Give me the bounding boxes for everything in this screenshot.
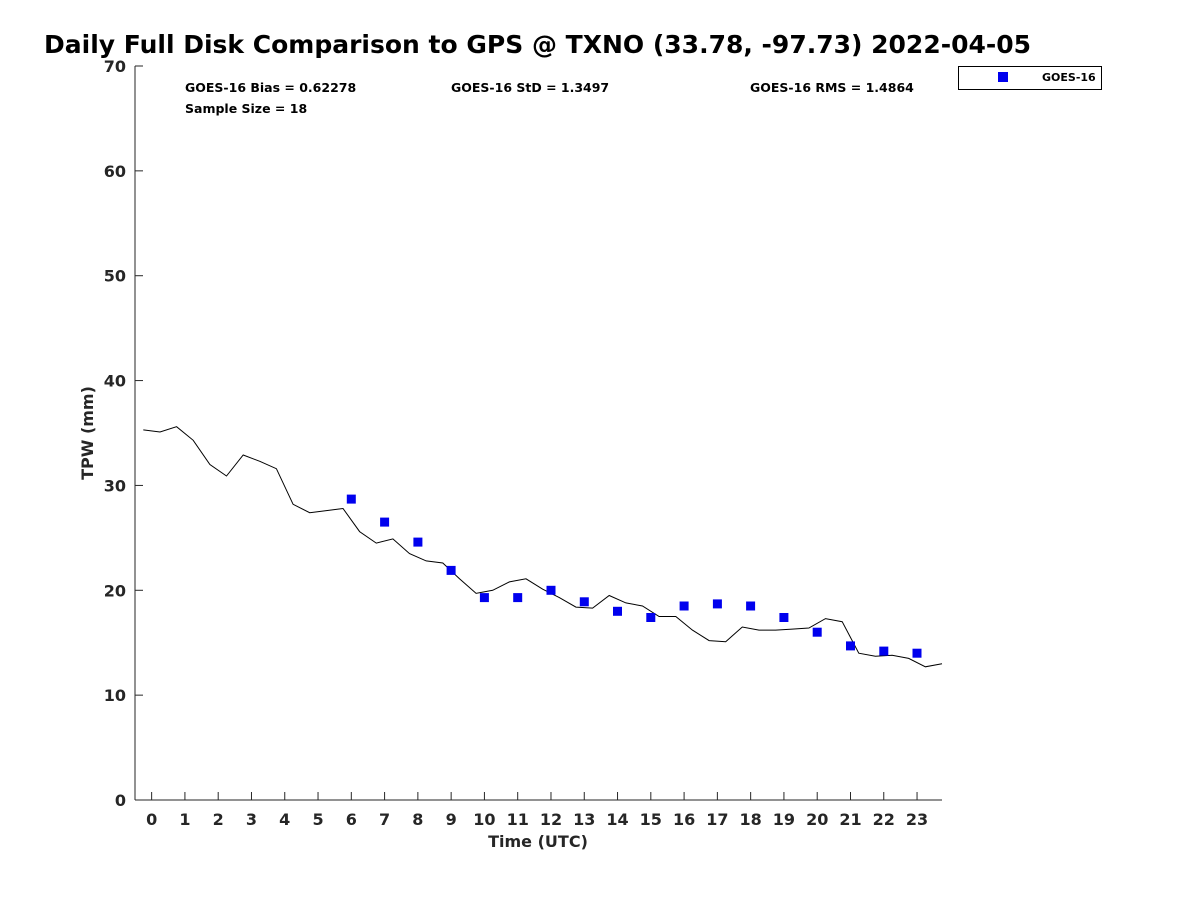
y-tick-label: 10 — [104, 686, 126, 705]
x-tick-label: 22 — [873, 810, 895, 829]
legend-marker — [998, 72, 1008, 82]
x-tick-label: 2 — [213, 810, 224, 829]
data-point — [446, 565, 456, 575]
legend: GOES-16 — [958, 66, 1102, 90]
x-axis-label: Time (UTC) — [488, 832, 588, 851]
x-tick-label: 19 — [773, 810, 795, 829]
x-tick-label: 1 — [179, 810, 190, 829]
stat-bias: GOES-16 Bias = 0.62278 — [185, 80, 356, 95]
legend-box — [958, 66, 1102, 90]
x-tick-label: 23 — [906, 810, 928, 829]
x-tick-label: 13 — [573, 810, 595, 829]
x-tick-label: 18 — [740, 810, 762, 829]
data-point — [479, 593, 489, 603]
y-tick-label: 30 — [104, 476, 126, 495]
legend-label: GOES-16 — [1042, 71, 1096, 84]
x-tick-label: 20 — [806, 810, 828, 829]
data-point — [380, 517, 390, 527]
y-tick-label: 0 — [115, 791, 126, 810]
y-tick-label: 60 — [104, 162, 126, 181]
y-tick-label: 70 — [104, 57, 126, 76]
data-point — [579, 597, 589, 607]
x-tick-label: 12 — [540, 810, 562, 829]
x-tick-label: 21 — [839, 810, 861, 829]
data-point — [413, 537, 423, 547]
data-point — [846, 641, 855, 651]
x-tick-label: 0 — [146, 810, 157, 829]
y-axis-label: TPW (mm) — [78, 386, 97, 480]
data-point — [746, 601, 756, 611]
x-tick-label: 6 — [346, 810, 357, 829]
x-tick-label: 11 — [507, 810, 529, 829]
axes — [134, 66, 942, 801]
x-tick-label: 3 — [246, 810, 257, 829]
x-tick-label: 5 — [312, 810, 323, 829]
data-point — [513, 593, 523, 603]
data-point — [346, 494, 356, 504]
x-tick-label: 14 — [606, 810, 628, 829]
data-point — [912, 648, 922, 658]
data-point — [779, 613, 789, 622]
chart-title: Daily Full Disk Comparison to GPS @ TXNO… — [44, 30, 1032, 59]
x-tick-label: 9 — [446, 810, 457, 829]
data-point — [546, 585, 556, 595]
data-point — [646, 613, 656, 622]
x-tick-label: 4 — [279, 810, 290, 829]
y-tick-label: 50 — [104, 267, 126, 286]
stat-std: GOES-16 StD = 1.3497 — [451, 80, 609, 95]
plot-area — [143, 426, 943, 668]
x-tick-label: 17 — [706, 810, 728, 829]
stat-sample-size: Sample Size = 18 — [185, 101, 307, 116]
data-point — [812, 627, 822, 637]
x-tick-label: 10 — [473, 810, 495, 829]
x-tick-label: 15 — [640, 810, 662, 829]
x-tick-label: 7 — [379, 810, 390, 829]
stat-rms: GOES-16 RMS = 1.4864 — [750, 80, 914, 95]
reference-line — [143, 426, 943, 668]
data-point — [712, 599, 722, 609]
y-tick-label: 40 — [104, 372, 126, 391]
x-tick-label: 16 — [673, 810, 695, 829]
data-point — [679, 601, 689, 611]
y-tick-label: 20 — [104, 581, 126, 600]
data-point — [879, 646, 889, 656]
x-tick-label: 8 — [412, 810, 423, 829]
data-point — [613, 606, 622, 616]
